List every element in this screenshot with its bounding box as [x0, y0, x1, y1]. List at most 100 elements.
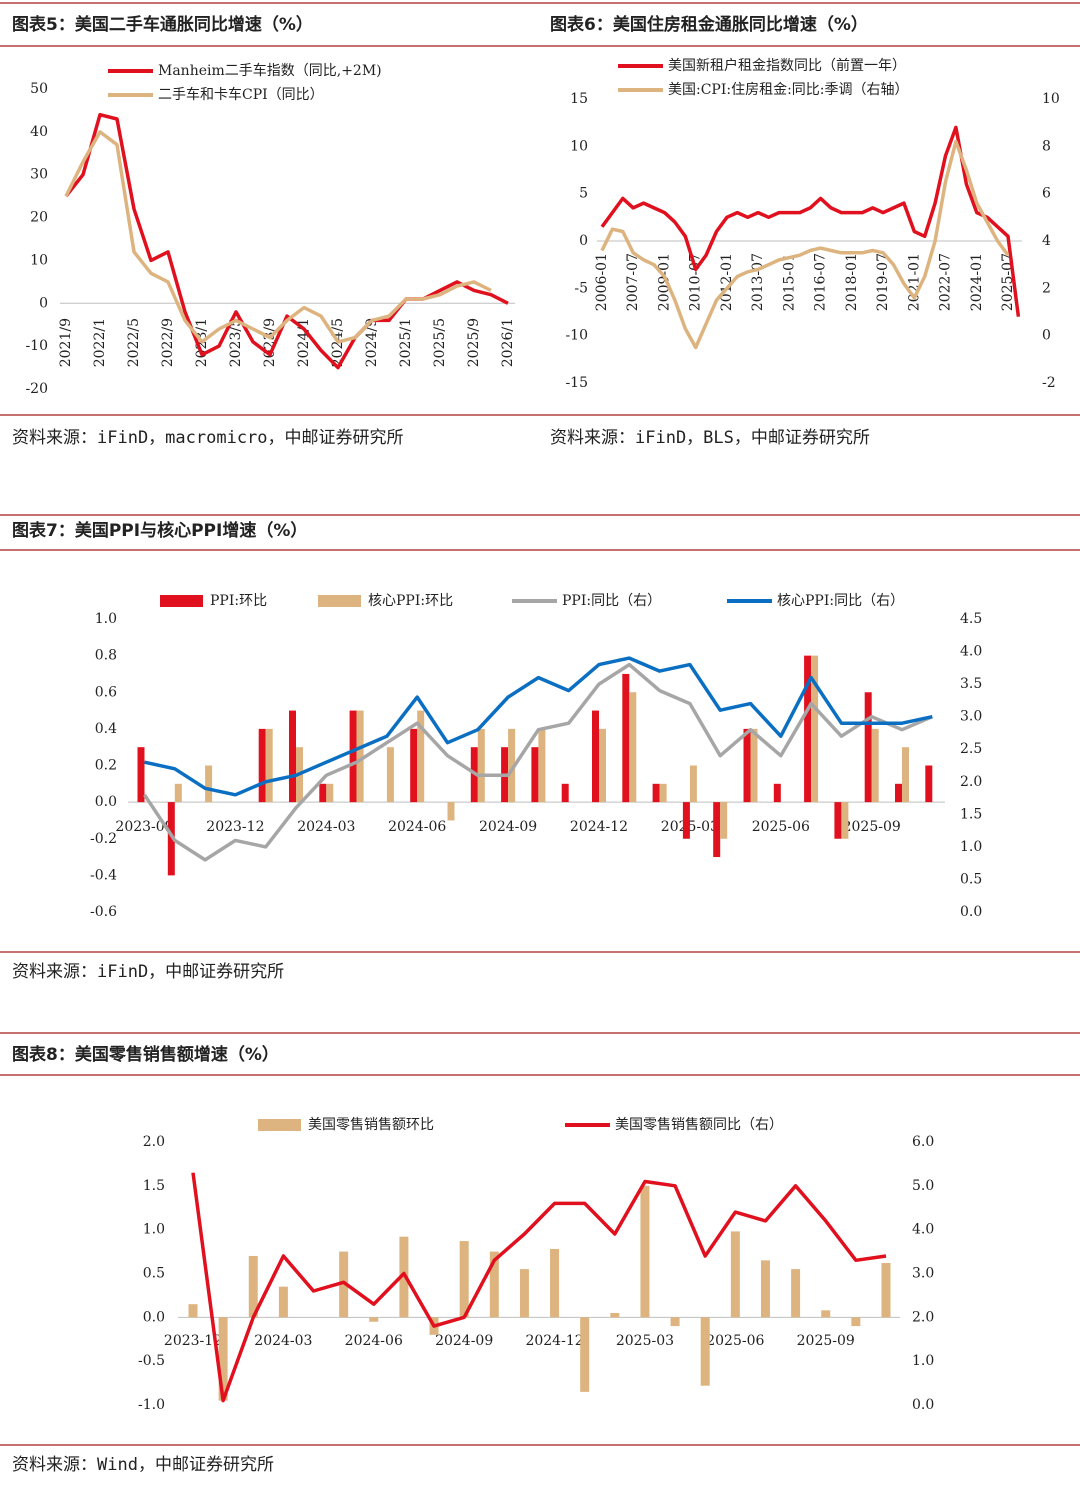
y-tick-label: 30 — [30, 167, 48, 183]
x-tick-label: 2012-01 — [719, 253, 735, 311]
y-tick-label: 6.0 — [912, 1134, 934, 1150]
legend-label: 美国零售销售额同比（右） — [615, 1117, 783, 1133]
y-tick-label: 0.0 — [960, 904, 982, 920]
legend-swatch — [318, 595, 361, 607]
bar — [791, 1269, 801, 1318]
bar — [750, 728, 758, 803]
legend-label: 美国:CPI:住房租金:同比:季调（右轴） — [668, 82, 909, 98]
x-tick-label: 2022-07 — [938, 253, 954, 311]
bar — [561, 783, 569, 803]
y-tick-label: -2 — [1042, 375, 1056, 391]
x-tick-label: 2022/5 — [126, 318, 142, 367]
bar — [278, 1286, 288, 1318]
y-tick-label: -0.6 — [90, 904, 117, 920]
x-tick-label: 2025-06 — [752, 819, 810, 835]
x-tick-label: 2023-12 — [206, 819, 264, 835]
line-series — [144, 656, 933, 797]
bar — [841, 802, 849, 839]
y-tick-label: 0 — [1042, 328, 1051, 344]
x-tick-label: 2007-07 — [625, 253, 641, 311]
x-tick-label: 2018-01 — [844, 253, 860, 311]
legend-label: PPI:同比（右） — [562, 593, 661, 609]
bar — [700, 1317, 710, 1386]
x-tick-label: 2024-06 — [388, 819, 446, 835]
bar — [760, 1260, 770, 1318]
source-note: 资料来源：iFinD，BLS，中邮证券研究所 — [550, 428, 870, 448]
y-tick-label: 0.0 — [95, 794, 117, 810]
y-tick-label: -5 — [574, 280, 588, 296]
y-tick-label: 0.5 — [960, 871, 982, 887]
line-series — [64, 112, 509, 370]
x-tick-label: 2016-07 — [813, 253, 829, 311]
y-tick-label: 0.2 — [95, 758, 117, 774]
y-tick-label: 5 — [579, 186, 588, 202]
legend-swatch — [258, 1119, 301, 1131]
figure-title: 图表8：美国零售销售额增速（%） — [12, 1044, 279, 1065]
y-tick-label: 0.5 — [143, 1266, 165, 1282]
line-series — [600, 139, 1010, 350]
bar — [369, 1317, 379, 1322]
x-tick-label: 2013-07 — [750, 253, 766, 311]
x-tick-label: 2025-09 — [843, 819, 901, 835]
y-tick-label: -15 — [565, 375, 588, 391]
bar — [188, 1304, 198, 1318]
legend-swatch — [160, 595, 203, 607]
figure-title: 图表5：美国二手车通胀同比增速（%） — [12, 14, 313, 35]
bar — [689, 765, 697, 803]
bar — [652, 783, 660, 803]
bar — [477, 728, 485, 803]
x-tick-label: 2021/9 — [58, 318, 74, 367]
bar — [447, 802, 455, 821]
y-tick-label: 10 — [570, 138, 588, 154]
bar — [599, 728, 606, 803]
y-tick-label: 0.4 — [95, 721, 117, 737]
x-tick-label: 2010-07 — [688, 253, 704, 311]
y-tick-label: 4.0 — [960, 644, 982, 660]
y-tick-label: 0 — [39, 295, 48, 311]
bar — [720, 802, 728, 839]
y-tick-label: 20 — [30, 210, 48, 226]
y-tick-label: 0.8 — [95, 648, 117, 664]
bar — [137, 747, 145, 803]
bar — [265, 728, 273, 803]
bar — [902, 747, 909, 803]
bar — [508, 728, 516, 803]
y-tick-label: -10 — [565, 328, 588, 344]
x-tick-label: 2009-01 — [656, 253, 672, 311]
bar — [459, 1241, 469, 1318]
x-tick-label: 2015-01 — [781, 253, 797, 311]
x-tick-label: 2019-07 — [875, 253, 891, 311]
bar — [592, 710, 599, 803]
bar — [773, 783, 781, 803]
x-tick-label: 2023-12 — [164, 1333, 222, 1349]
y-tick-label: 2 — [1042, 280, 1051, 296]
bar — [205, 765, 213, 803]
source-note: 资料来源：iFinD，中邮证券研究所 — [12, 962, 284, 982]
y-tick-label: 1.0 — [960, 839, 982, 855]
bar — [174, 783, 182, 803]
figure-title: 图表7：美国PPI与核心PPI增速（%） — [12, 520, 307, 541]
y-tick-label: 1.0 — [95, 611, 117, 627]
bar — [289, 710, 296, 803]
bar — [326, 783, 334, 803]
line-series — [191, 1172, 887, 1403]
x-tick-label: 2023-09 — [115, 819, 173, 835]
x-tick-label: 2023/5 — [228, 318, 244, 367]
x-tick-label: 2024-12 — [525, 1333, 583, 1349]
y-tick-label: 50 — [30, 81, 48, 97]
y-tick-label: 1.5 — [960, 806, 982, 822]
y-tick-label: 0.0 — [912, 1397, 934, 1413]
bar — [386, 747, 394, 803]
y-tick-label: 40 — [30, 124, 48, 140]
x-tick-label: 2024-03 — [297, 819, 355, 835]
bar — [871, 728, 879, 803]
bar — [804, 655, 812, 803]
legend-label: 美国零售销售额环比 — [308, 1117, 434, 1133]
x-tick-label: 2022/1 — [92, 318, 108, 367]
x-tick-label: 2025-09 — [797, 1333, 855, 1349]
bar — [167, 802, 175, 876]
y-tick-label: 1.0 — [912, 1353, 934, 1369]
x-tick-label: 2024-01 — [969, 253, 985, 311]
y-tick-label: 3.0 — [912, 1266, 934, 1282]
